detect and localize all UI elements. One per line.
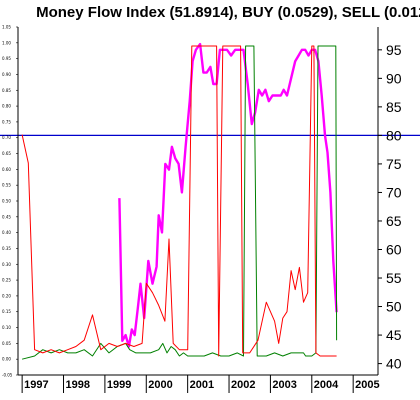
series-layer [21, 42, 338, 360]
right-tick-label: 65 [386, 213, 402, 229]
left-tick-label: 0.45 [2, 214, 11, 219]
x-tick-label: 2000 [148, 379, 172, 391]
left-tick-label: 0.85 [2, 88, 11, 93]
left-tick-label: 0.00 [2, 357, 11, 362]
right-tick-label: 80 [386, 127, 402, 143]
x-tick-label: 2001 [190, 379, 214, 391]
left-tick-label: -0.05 [2, 373, 13, 378]
series-line-buy [21, 45, 338, 360]
left-tick-label: 1.00 [2, 40, 11, 45]
left-tick-label: 0.30 [2, 262, 11, 267]
left-tick-label: 0.10 [2, 325, 11, 330]
left-tick-label: 0.20 [2, 293, 11, 298]
right-tick-label: 95 [386, 42, 402, 58]
left-tick-label: 0.90 [2, 72, 11, 77]
left-tick-label: 0.70 [2, 135, 11, 140]
right-tick-label: 45 [386, 327, 402, 343]
left-tick-label: 1.05 [2, 25, 11, 30]
left-tick-label: 0.15 [2, 309, 11, 314]
right-tick-label: 40 [386, 356, 402, 372]
x-tick-label: 1998 [66, 379, 90, 391]
left-tick-label: 0.05 [2, 341, 11, 346]
right-tick-label: 60 [386, 241, 402, 257]
left-tick-label: 0.60 [2, 167, 11, 172]
right-tick-label: 85 [386, 99, 402, 115]
left-tick-label: 0.80 [2, 104, 11, 109]
right-tick-label: 70 [386, 184, 402, 200]
left-tick-label: 0.50 [2, 199, 11, 204]
right-tick-label: 90 [386, 70, 402, 86]
right-tick-label: 75 [386, 156, 402, 172]
x-tick-label: 2005 [355, 379, 379, 391]
left-tick-label: 0.40 [2, 230, 11, 235]
axes-layer: 1.05 1.00 0.95 0.90 0.85 0.80 0.75 0.70 0.65 0.60… [2, 25, 402, 393]
left-tick-label: 0.55 [2, 183, 11, 188]
x-tick-label: 1997 [24, 379, 48, 391]
left-tick-label: 0.65 [2, 151, 11, 156]
x-tick-label: 1999 [107, 379, 131, 391]
left-tick-label: 0.25 [2, 278, 11, 283]
chart-title: Money Flow Index (51.8914), BUY (0.0529)… [36, 4, 420, 21]
x-tick-label: 2003 [272, 379, 296, 391]
x-tick-label: 2002 [231, 379, 255, 391]
series-line-sell [21, 45, 337, 357]
right-tick-label: 55 [386, 270, 402, 286]
left-tick-label: 0.75 [2, 119, 11, 124]
series-line-mfi [118, 42, 338, 348]
left-tick-label: 0.95 [2, 56, 11, 61]
x-tick-label: 2004 [314, 379, 339, 391]
left-tick-label: 0.35 [2, 246, 11, 251]
right-tick-label: 50 [386, 299, 402, 315]
